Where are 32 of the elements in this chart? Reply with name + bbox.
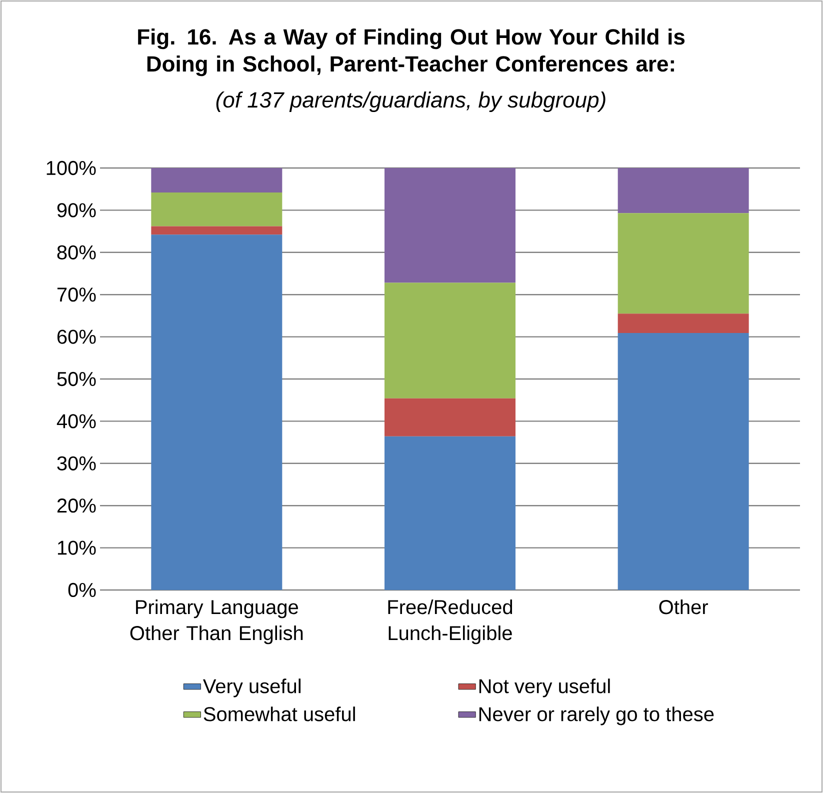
bar <box>618 314 749 333</box>
y-tick-label: 20% <box>57 498 96 513</box>
bar <box>618 332 749 590</box>
bar <box>384 282 516 398</box>
legend-label: Never or rarely go to these <box>479 706 714 726</box>
legend-label: Not very useful <box>479 678 610 698</box>
chart-title: Fig. 16. As a Way of Finding Out How Your Child is Doing in School, Parent-Teacher Conferences are: <box>138 28 685 76</box>
bar <box>618 213 749 314</box>
y-tick-label: 50% <box>57 372 96 386</box>
bar <box>384 436 516 590</box>
bar <box>151 234 282 590</box>
bar <box>384 168 516 283</box>
legend-label: Very useful <box>203 678 300 698</box>
bar <box>151 168 282 192</box>
y-tick-label: 80% <box>57 245 96 260</box>
bar <box>151 192 282 226</box>
x-tick-label: Other <box>659 600 708 614</box>
chart-subtitle: (of 137 parents/guardians, by subgroup) <box>216 92 606 112</box>
bar <box>384 398 516 436</box>
x-tick-label: Free/Reduced Lunch-Eligible <box>388 600 512 644</box>
bar <box>151 226 282 235</box>
y-tick-label: 100% <box>46 160 96 176</box>
y-tick-label: 90% <box>57 203 96 218</box>
legend-label: Somewhat useful <box>204 706 355 722</box>
y-tick-label: 70% <box>57 288 96 302</box>
y-tick-label: 0% <box>68 582 96 598</box>
y-tick-label: 30% <box>57 456 96 470</box>
y-tick-label: 10% <box>58 540 96 555</box>
y-tick-label: 40% <box>56 414 96 428</box>
bar <box>618 168 749 214</box>
y-tick-label: 60% <box>57 330 96 344</box>
x-tick-label: Primary Language Other Than English <box>130 600 303 644</box>
